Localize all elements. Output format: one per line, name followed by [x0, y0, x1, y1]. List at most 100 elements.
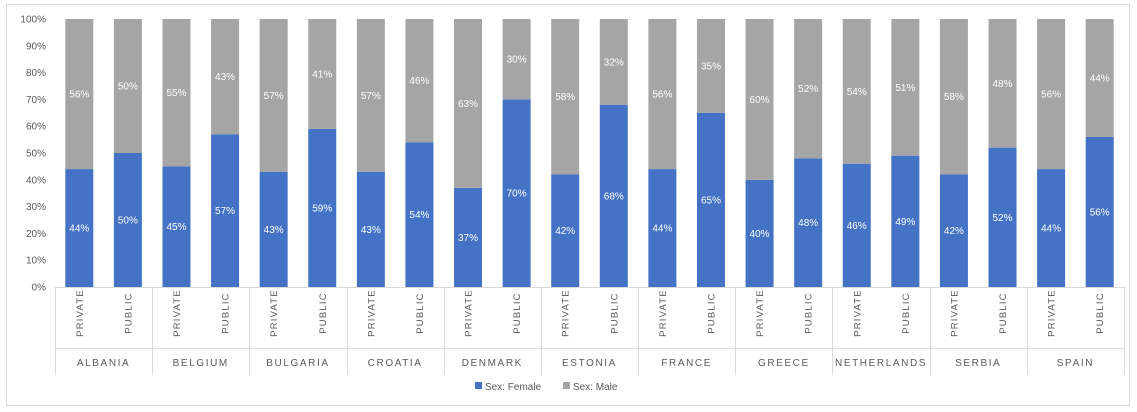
data-label-male: 54% — [847, 87, 867, 98]
bar-segment-male — [1085, 19, 1114, 137]
data-label-male: 48% — [993, 79, 1013, 90]
bar-segment-male — [162, 19, 191, 167]
subcategory-label: PRIVATE — [561, 289, 572, 337]
bar-segment-male — [356, 19, 385, 172]
subcategory-label: PRIVATE — [269, 289, 280, 337]
y-tick-label: 20% — [26, 229, 46, 240]
y-tick-label: 40% — [26, 175, 46, 186]
data-label-female: 42% — [555, 226, 575, 237]
subcategory-label: PUBLIC — [512, 292, 523, 334]
data-label-female: 44% — [69, 224, 89, 235]
y-tick-label: 90% — [26, 41, 46, 52]
subcategory-label: PRIVATE — [1047, 289, 1058, 337]
data-label-male: 58% — [944, 92, 964, 103]
data-label-male: 57% — [361, 91, 381, 102]
legend-swatch-male — [563, 382, 570, 389]
bar-segment-female — [551, 174, 580, 287]
data-label-male: 32% — [604, 57, 624, 68]
legend-label-male: Sex: Male — [573, 382, 618, 393]
bar-segment-male — [308, 19, 337, 129]
y-tick-label: 60% — [26, 122, 46, 133]
subcategory-label: PUBLIC — [804, 292, 815, 334]
data-label-female: 68% — [604, 191, 624, 202]
data-label-female: 46% — [847, 221, 867, 232]
data-label-male: 44% — [1090, 73, 1110, 84]
bar-segment-male — [454, 19, 483, 188]
group-label: BELGIUM — [173, 358, 229, 369]
group-label: DENMARK — [462, 358, 523, 369]
data-label-female: 40% — [750, 229, 770, 240]
bar-segment-female — [794, 158, 823, 287]
subcategory-label: PUBLIC — [221, 292, 232, 334]
bar-segment-female — [988, 147, 1017, 287]
subcategory-label: PUBLIC — [998, 292, 1009, 334]
group-label: SERBIA — [955, 358, 1001, 369]
data-label-male: 55% — [166, 88, 186, 99]
legend-label-female: Sex: Female — [485, 382, 542, 393]
stacked-bar-chart: 0% 10% 20% 30% 40% 50% 60% 70% 80% 90% 100% 44% 56% P… — [20, 15, 1125, 393]
data-label-female: 43% — [264, 225, 284, 236]
data-label-male: 51% — [895, 83, 915, 94]
subcategory-label: PUBLIC — [706, 292, 717, 334]
group-label: ESTONIA — [562, 358, 617, 369]
bar-segment-female — [211, 134, 240, 287]
bar-segment-female — [599, 104, 628, 287]
bar-segment-male — [259, 19, 288, 172]
bar-segment-female — [162, 166, 191, 287]
bar-segment-male — [211, 19, 240, 135]
data-label-female: 42% — [944, 226, 964, 237]
bar-segment-female — [405, 142, 434, 287]
bar-segment-male — [1037, 19, 1066, 170]
subcategory-label: PRIVATE — [949, 289, 960, 337]
data-label-female: 57% — [215, 206, 235, 217]
bar-segment-female — [1037, 169, 1066, 287]
group-label: NETHERLANDS — [835, 358, 927, 369]
chart-frame: 0% 10% 20% 30% 40% 50% 60% 70% 80% 90% 100% 44% 56% P… — [6, 4, 1130, 406]
bar-segment-female — [356, 171, 385, 287]
data-label-female: 59% — [312, 203, 332, 214]
subcategory-label: PRIVATE — [464, 289, 475, 337]
bar-segment-female — [1085, 136, 1114, 287]
data-label-male: 43% — [215, 72, 235, 83]
y-tick-label: 100% — [20, 15, 46, 26]
bar-segment-male — [891, 19, 920, 156]
data-label-female: 49% — [895, 217, 915, 228]
data-label-female: 44% — [652, 224, 672, 235]
subcategory-label: PRIVATE — [658, 289, 669, 337]
data-label-female: 44% — [1041, 224, 1061, 235]
bar-segment-male — [745, 19, 774, 180]
bar-segment-female — [502, 99, 531, 288]
data-label-male: 52% — [798, 84, 818, 95]
group-label: FRANCE — [661, 358, 712, 369]
data-label-female: 43% — [361, 225, 381, 236]
subcategory-label: PRIVATE — [366, 289, 377, 337]
bar-segment-male — [648, 19, 677, 170]
bar-segment-male — [65, 19, 94, 170]
bar-segment-female — [745, 179, 774, 287]
y-tick-label: 80% — [26, 68, 46, 79]
bar-segment-female — [939, 174, 968, 287]
data-label-male: 56% — [69, 90, 89, 101]
bar-segment-male — [551, 19, 580, 175]
subcategory-label: PRIVATE — [172, 289, 183, 337]
y-tick-label: 30% — [26, 202, 46, 213]
group-label: SPAIN — [1057, 358, 1094, 369]
data-label-male: 57% — [264, 91, 284, 102]
data-label-female: 37% — [458, 233, 478, 244]
data-label-male: 63% — [458, 99, 478, 110]
legend-swatch-female — [475, 382, 482, 389]
group-label: CROATIA — [368, 358, 423, 369]
data-label-male: 56% — [1041, 90, 1061, 101]
bar-segment-male — [794, 19, 823, 159]
data-label-male: 46% — [409, 76, 429, 87]
bar-segment-female — [308, 128, 337, 287]
data-label-male: 41% — [312, 69, 332, 80]
subcategory-label: PRIVATE — [852, 289, 863, 337]
data-label-female: 45% — [166, 222, 186, 233]
data-label-female: 48% — [798, 218, 818, 229]
data-label-female: 52% — [993, 213, 1013, 224]
bar-segment-female — [891, 155, 920, 287]
data-label-female: 65% — [701, 195, 721, 206]
bar-segment-female — [113, 153, 142, 287]
bar-segment-female — [648, 169, 677, 287]
